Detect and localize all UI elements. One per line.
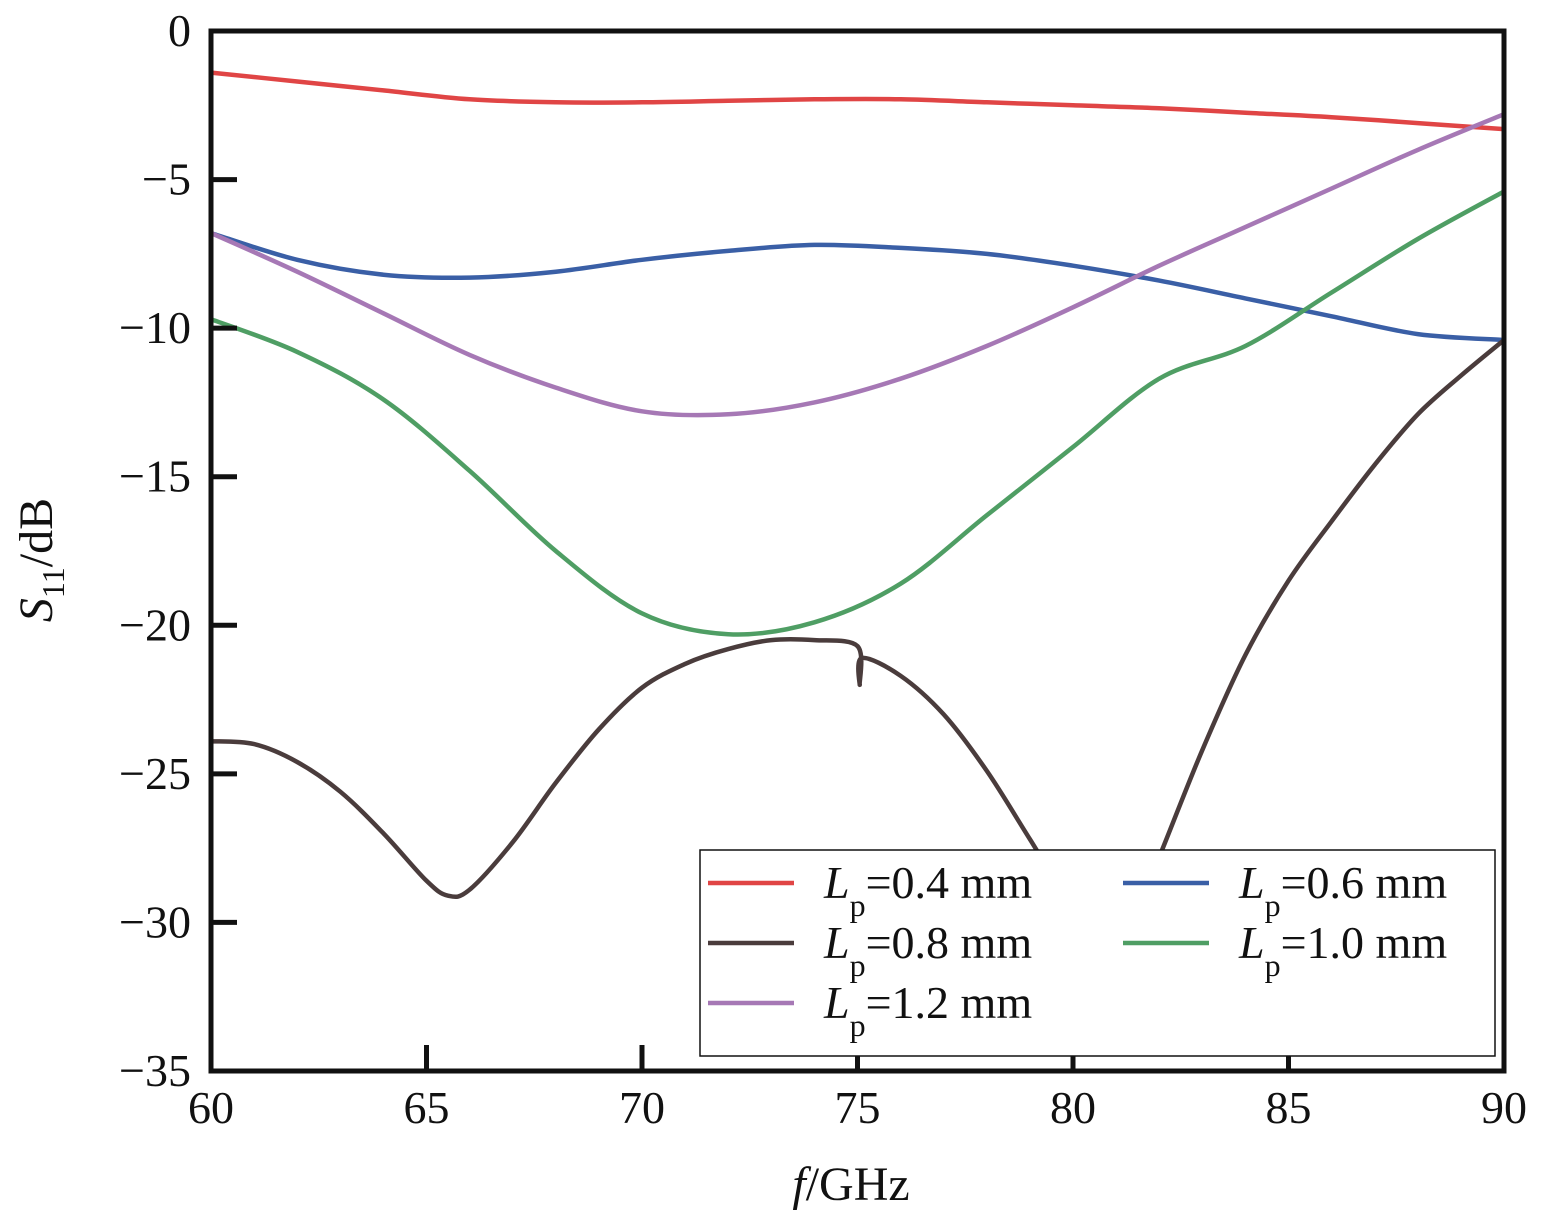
x-tick-label: 70 — [619, 1082, 665, 1133]
legend-label-4: Lp=1.0 mm — [1238, 917, 1447, 983]
legend-label-1: Lp=0.4 mm — [823, 857, 1032, 923]
x-tick-label: 80 — [1050, 1082, 1096, 1133]
x-tick-label: 60 — [188, 1082, 234, 1133]
legend-label-5: Lp=1.2 mm — [823, 977, 1032, 1043]
y-tick-label: −15 — [119, 451, 191, 502]
y-axis-unit: /dB — [10, 498, 63, 567]
x-tick-label: 75 — [835, 1082, 881, 1133]
series-line-3 — [208, 337, 1507, 937]
x-axis-unit: /GHz — [806, 1158, 910, 1211]
legend-label-2: Lp=0.6 mm — [1238, 857, 1447, 923]
legend-box — [699, 849, 1496, 1057]
series-layer — [208, 70, 1507, 937]
y-tick-label: −20 — [119, 599, 191, 650]
y-tick-label: −10 — [119, 302, 191, 353]
y-tick-label: −5 — [142, 154, 191, 205]
legend: Lp=0.4 mm Lp=0.6 mm Lp=0.8 mm Lp=1.0 mm Lp=1… — [699, 849, 1496, 1057]
y-tick-label: −25 — [119, 748, 191, 799]
y-axis-sub: 11 — [35, 567, 71, 598]
y-tick-label: −30 — [119, 896, 191, 947]
y-axis-label: S11/dB — [10, 498, 71, 622]
x-axis-label: f/GHz — [792, 1158, 909, 1211]
y-tick-label: 0 — [168, 5, 191, 56]
y-axis-var: S — [10, 598, 63, 622]
ticks-layer: 60 65 70 75 80 85 90 0 −5 −10 −15 −20 −25 −30 −35 — [119, 5, 1527, 1133]
series-line-1 — [208, 70, 1507, 132]
series-line-5 — [208, 111, 1507, 418]
series-line-4 — [208, 189, 1507, 637]
x-tick-label: 85 — [1266, 1082, 1312, 1133]
x-tick-label: 90 — [1481, 1082, 1527, 1133]
series-line-2 — [208, 230, 1507, 343]
legend-label-3: Lp=0.8 mm — [823, 917, 1032, 983]
y-tick-label: −35 — [119, 1045, 191, 1096]
x-tick-label: 65 — [404, 1082, 450, 1133]
